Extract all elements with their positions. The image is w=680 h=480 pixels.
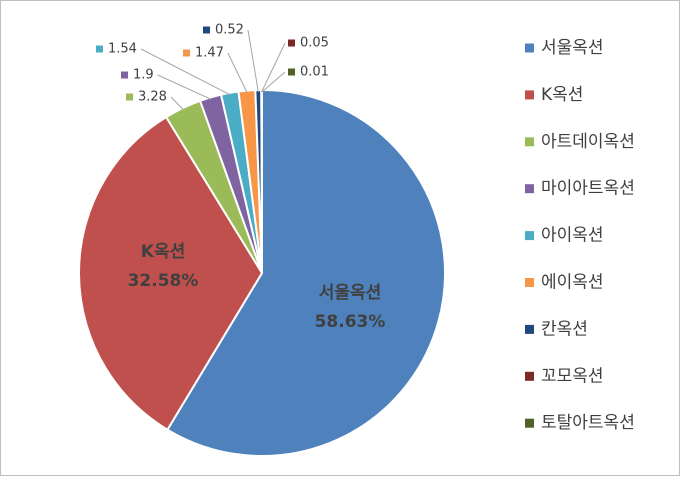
legend-marker	[525, 231, 534, 240]
legend-marker	[525, 372, 534, 381]
legend-label: 에이옥션	[541, 273, 604, 293]
legend-label: 서울옥션	[541, 38, 604, 58]
data-label: 0.52	[215, 23, 244, 38]
legend-marker	[525, 325, 534, 334]
data-label: 32.58%	[128, 271, 199, 291]
data-label: 1.9	[133, 68, 154, 83]
legend-marker	[525, 278, 534, 287]
data-label: 0.05	[300, 36, 329, 51]
legend-marker	[525, 90, 534, 99]
legend-label: 아이옥션	[541, 226, 604, 246]
data-label: 1.54	[108, 42, 137, 57]
label-marker	[203, 27, 210, 34]
legend-label: 토탈아트옥션	[541, 413, 635, 433]
data-label: 0.01	[300, 65, 329, 80]
legend-marker	[525, 44, 534, 53]
label-marker	[96, 46, 103, 53]
label-marker	[126, 94, 133, 101]
slice-category-label: 서울옥션	[319, 283, 382, 303]
label-marker	[121, 72, 128, 79]
label-marker	[288, 69, 295, 76]
legend-label: K옥션	[541, 85, 583, 105]
legend-label: 꼬모옥션	[541, 366, 604, 386]
legend-marker	[525, 137, 534, 146]
legend-marker	[525, 419, 534, 428]
label-marker	[183, 50, 190, 57]
label-marker	[288, 40, 295, 47]
data-label: 1.47	[195, 46, 224, 61]
legend-label: 아트데이옥션	[541, 132, 635, 152]
legend-marker	[525, 184, 534, 193]
legend-label: 마이아트옥션	[541, 179, 635, 199]
data-label: 3.28	[138, 90, 167, 105]
slice-category-label: K옥션	[141, 242, 185, 262]
legend-label: 칸옥션	[541, 319, 588, 339]
data-label: 58.63%	[315, 312, 386, 332]
